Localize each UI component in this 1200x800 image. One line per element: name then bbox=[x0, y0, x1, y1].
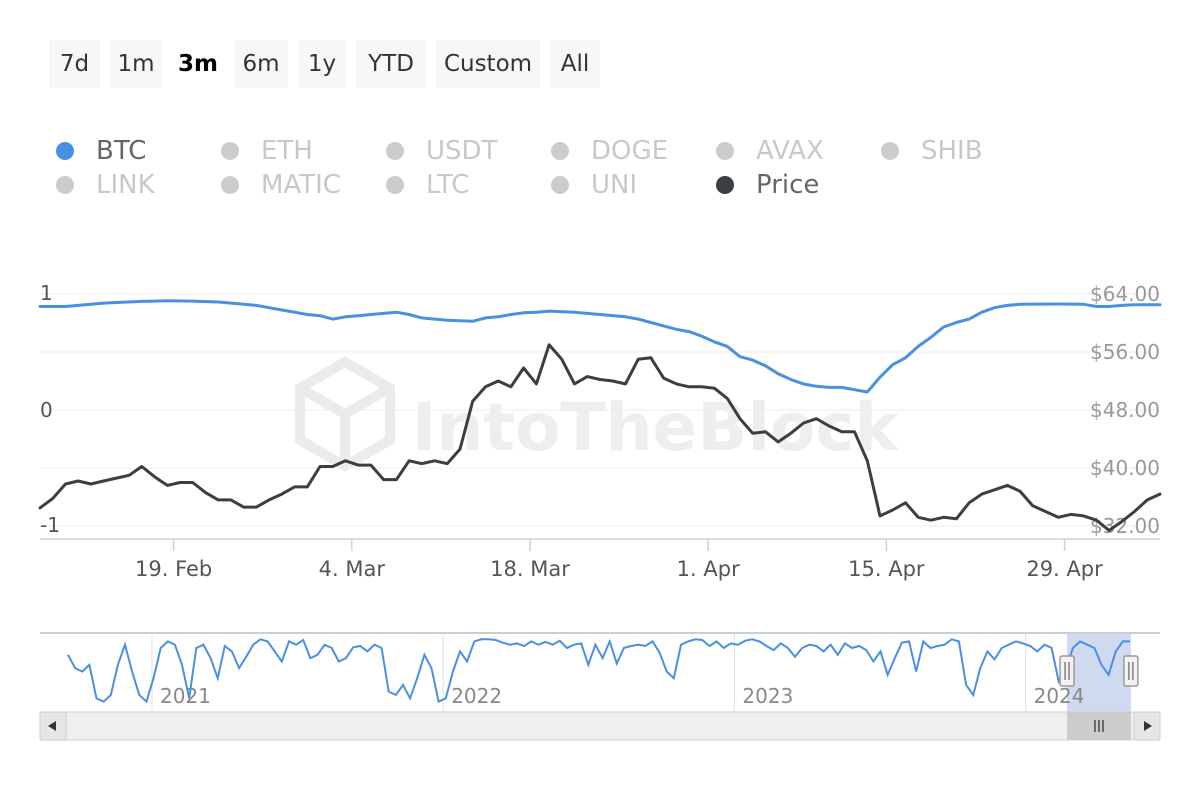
range-button-3m[interactable]: 3m bbox=[172, 40, 224, 88]
legend-dot-icon bbox=[551, 176, 569, 194]
legend-dot-icon bbox=[386, 176, 404, 194]
legend-item-eth[interactable]: ETH bbox=[215, 134, 313, 168]
legend-label: LINK bbox=[96, 170, 155, 200]
legend-item-shib[interactable]: SHIB bbox=[875, 134, 983, 168]
legend-label: LTC bbox=[426, 170, 470, 200]
legend-item-avax[interactable]: AVAX bbox=[710, 134, 824, 168]
range-button-7d[interactable]: 7d bbox=[49, 40, 100, 88]
y-left-tick-label: 1 bbox=[40, 281, 53, 305]
y-axis-left: 1 0 -1 bbox=[40, 281, 60, 537]
series-line-price bbox=[38, 343, 1162, 532]
series-line-btc bbox=[38, 299, 1162, 394]
y-right-tick-label: $48.00 bbox=[1090, 398, 1160, 422]
legend-item-ltc[interactable]: LTC bbox=[380, 168, 469, 202]
range-button-custom[interactable]: Custom bbox=[436, 40, 540, 88]
range-button-6m[interactable]: 6m bbox=[234, 40, 288, 88]
legend-dot-icon bbox=[551, 142, 569, 160]
series-layer bbox=[38, 299, 1162, 532]
legend-item-price[interactable]: Price bbox=[710, 168, 819, 202]
legend-label: DOGE bbox=[591, 136, 669, 166]
x-tick-label: 15. Apr bbox=[848, 557, 925, 581]
legend-label: UNI bbox=[591, 170, 638, 200]
grid bbox=[40, 293, 1160, 540]
legend-label: USDT bbox=[426, 136, 498, 166]
legend-dot-icon bbox=[221, 176, 239, 194]
legend-dot-icon bbox=[716, 142, 734, 160]
range-button-1y[interactable]: 1y bbox=[298, 40, 346, 88]
legend-label: Price bbox=[756, 170, 820, 200]
legend-dot-icon bbox=[386, 142, 404, 160]
legend-label: ETH bbox=[261, 136, 313, 166]
range-selector: 7d 1m 3m 6m 1y YTD Custom All bbox=[49, 40, 600, 88]
legend-item-matic[interactable]: MATIC bbox=[215, 168, 341, 202]
navigator-series-line bbox=[67, 638, 1130, 704]
legend-label: BTC bbox=[96, 136, 147, 166]
legend-item-link[interactable]: LINK bbox=[50, 168, 155, 202]
navigator-year-label: 2022 bbox=[451, 684, 502, 708]
navigator-year-label: 2024 bbox=[1034, 684, 1085, 708]
x-tick-label: 1. Apr bbox=[677, 557, 740, 581]
range-button-1m[interactable]: 1m bbox=[110, 40, 162, 88]
navigator-handle-right[interactable] bbox=[1123, 655, 1139, 687]
legend-item-btc[interactable]: BTC bbox=[50, 134, 146, 168]
legend-dot-icon bbox=[56, 176, 74, 194]
x-tick-label: 29. Apr bbox=[1026, 557, 1103, 581]
navigator-year-label: 2021 bbox=[160, 684, 211, 708]
y-left-tick-label: -1 bbox=[40, 513, 60, 537]
y-right-tick-label: $64.00 bbox=[1090, 282, 1160, 306]
legend-dot-icon bbox=[56, 142, 74, 160]
x-tick-label: 19. Feb bbox=[135, 557, 212, 581]
watermark-text: IntoTheBlock bbox=[412, 389, 901, 466]
legend-dot-icon bbox=[221, 142, 239, 160]
scrollbar[interactable] bbox=[39, 711, 1161, 741]
legend-item-uni[interactable]: UNI bbox=[545, 168, 637, 202]
legend-item-doge[interactable]: DOGE bbox=[545, 134, 668, 168]
legend-dot-icon bbox=[881, 142, 899, 160]
y-right-tick-label: $40.00 bbox=[1090, 456, 1160, 480]
range-button-all[interactable]: All bbox=[550, 40, 600, 88]
y-right-tick-label: $56.00 bbox=[1090, 340, 1160, 364]
x-tick-label: 4. Mar bbox=[319, 557, 386, 581]
range-button-ytd[interactable]: YTD bbox=[356, 40, 426, 88]
navigator-handle-left[interactable] bbox=[1059, 655, 1075, 687]
legend-label: AVAX bbox=[756, 136, 824, 166]
legend-label: SHIB bbox=[921, 136, 983, 166]
arrow-right-icon bbox=[1144, 721, 1152, 731]
legend-dot-icon bbox=[716, 176, 734, 194]
x-tick-label: 18. Mar bbox=[490, 557, 570, 581]
watermark: IntoTheBlock bbox=[295, 356, 901, 472]
y-axis-right: $64.00$56.00$48.00$40.00$32.00 bbox=[1090, 282, 1160, 538]
navigator-year-label: 2023 bbox=[742, 684, 793, 708]
legend-label: MATIC bbox=[261, 170, 341, 200]
arrow-left-icon bbox=[48, 721, 56, 731]
legend-item-usdt[interactable]: USDT bbox=[380, 134, 497, 168]
navigator[interactable]: 2021 2022 2023 2024 bbox=[40, 632, 1160, 712]
x-axis: 19. Feb 4. Mar 18. Mar 1. Apr 15. Apr 29. Apr bbox=[135, 539, 1103, 581]
scrollbar-track[interactable] bbox=[39, 711, 1161, 741]
y-left-tick-label: 0 bbox=[40, 398, 53, 422]
